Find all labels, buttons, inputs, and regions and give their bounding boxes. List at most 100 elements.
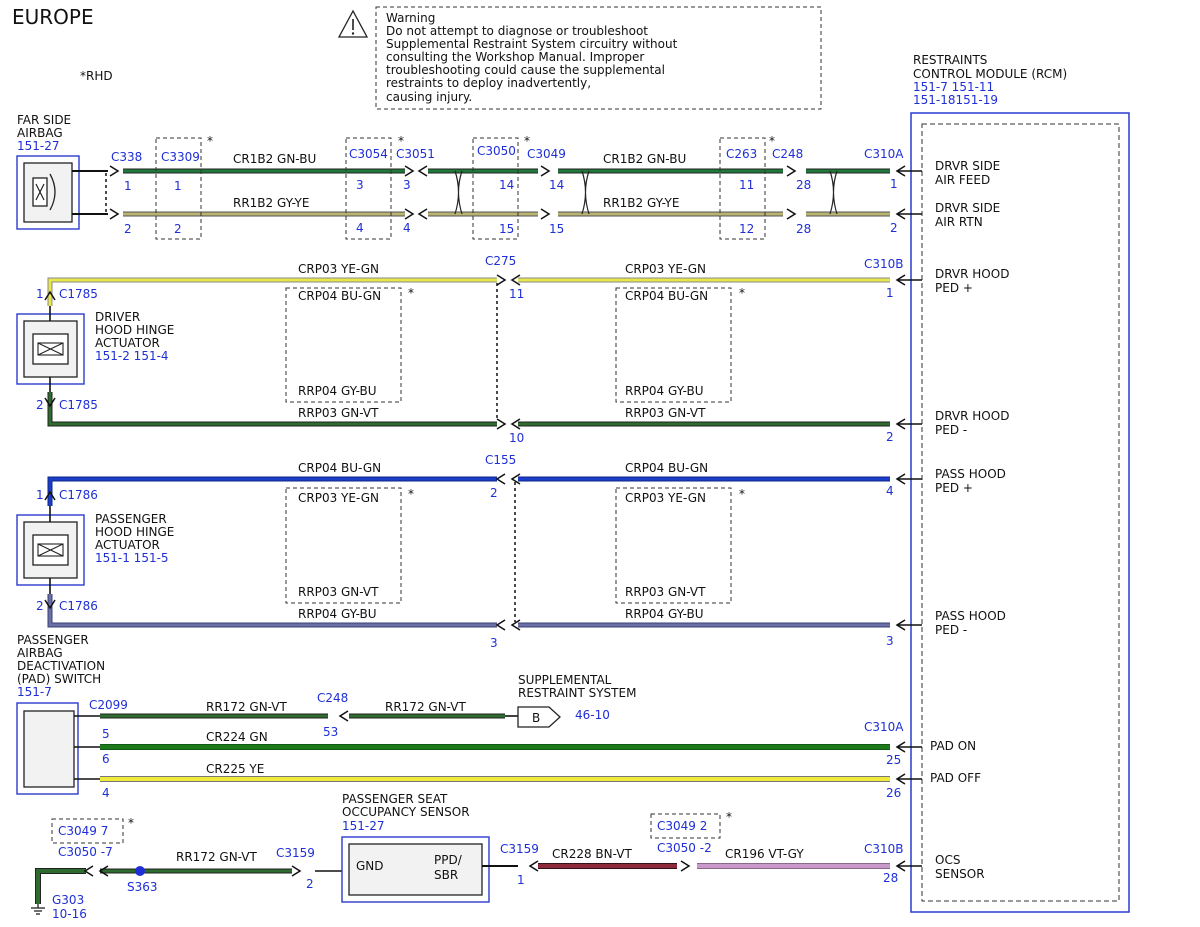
- wire-rrp04-passenger: [47, 594, 890, 628]
- svg-text:4: 4: [403, 221, 411, 235]
- wire-label: RR172 GN-VT: [176, 850, 258, 864]
- pin-number: 28: [883, 871, 898, 885]
- svg-text:2: 2: [174, 222, 182, 236]
- svg-text:1: 1: [174, 179, 182, 193]
- pin-number: 3: [886, 634, 894, 648]
- splice-label: S363: [127, 880, 158, 894]
- svg-text:14: 14: [499, 178, 514, 192]
- rcm-pin-label: PED +: [935, 481, 973, 495]
- wire-label: RRP04 GY-BU: [625, 384, 704, 398]
- wire-label: CR224 GN: [206, 730, 268, 744]
- connector-label: C248: [317, 691, 348, 705]
- wire-label: RRP03 GN-VT: [298, 585, 379, 599]
- pad-switch-icon: [16, 702, 100, 795]
- connector-label: C1786: [59, 599, 98, 613]
- region-title: EUROPE: [12, 5, 94, 29]
- dashed-splice-boxes-passenger: [285, 487, 732, 604]
- connector-label: C3050: [477, 144, 516, 158]
- rcm-pin-label: PASS HOOD: [935, 467, 1006, 481]
- svg-text:12: 12: [739, 222, 754, 236]
- srs-ref: 46-10: [575, 708, 610, 722]
- rcm-pin-label: DRVR HOOD: [935, 267, 1009, 281]
- connector-label: C1785: [59, 398, 98, 412]
- warning-icon: [337, 9, 369, 38]
- ground-label: G303: [52, 893, 84, 907]
- pin-numbers-row1: 1 1 3 3 14 14 11 28 1 2 2 4 4 15 15 12 2…: [124, 177, 898, 236]
- connector-label: C310B: [864, 257, 904, 271]
- pin-number: 53: [323, 725, 338, 739]
- connector-label: C3050 -2: [657, 841, 712, 855]
- passenger-actuator-label: ACTUATOR: [95, 538, 160, 552]
- svg-text:11: 11: [739, 178, 754, 192]
- c155-arrows: [44, 473, 521, 631]
- rcm-pin-label: SENSOR: [935, 867, 985, 881]
- connector-label: C155: [485, 453, 516, 467]
- wire-label: RRP04 GY-BU: [625, 607, 704, 621]
- pin-number: 2: [886, 430, 894, 444]
- connector-label: C310A: [864, 147, 904, 161]
- connector-label: C263: [726, 147, 757, 161]
- wire-label: RRP04 GY-BU: [298, 384, 377, 398]
- svg-text:28: 28: [796, 178, 811, 192]
- pin-number: 26: [886, 786, 901, 800]
- driver-actuator-ref: 151-2 151-4: [95, 349, 169, 363]
- pin-number: 5: [102, 727, 110, 741]
- svg-text:*: *: [207, 134, 213, 148]
- rcm-ref: 151-18151-19: [913, 93, 998, 107]
- svg-text:2: 2: [124, 222, 132, 236]
- warning-line: restraints to deploy inadvertently,: [386, 76, 591, 90]
- actuator-icon: [16, 306, 85, 392]
- ground-ref: 10-16: [52, 907, 87, 921]
- pin-number: 2: [36, 599, 44, 613]
- svg-text:*: *: [128, 816, 134, 830]
- wire-label: RRP04 GY-BU: [298, 607, 377, 621]
- wire-label: RR172 GN-VT: [206, 700, 288, 714]
- connector-label: C310B: [864, 842, 904, 856]
- svg-text:2: 2: [890, 221, 898, 235]
- rhd-note: *RHD: [80, 69, 113, 83]
- pin-number: 1: [517, 873, 525, 887]
- svg-text:14: 14: [549, 178, 564, 192]
- c248-arrows: [338, 710, 349, 722]
- pad-switch-label: PASSENGER: [17, 633, 89, 647]
- srs-label: SUPPLEMENTAL: [518, 673, 612, 687]
- rcm-pin-label: DRVR SIDE: [935, 201, 1000, 215]
- wire-label: CRP04 BU-GN: [298, 289, 381, 303]
- far-side-airbag-ref: 151-27: [17, 139, 60, 153]
- occupancy-sensor-ref: 151-27: [342, 819, 385, 833]
- pin-number: 4: [102, 786, 110, 800]
- wire-label: RR172 GN-VT: [385, 700, 467, 714]
- asterisk-marks: * * * * * * * * * *: [128, 134, 775, 830]
- svg-text:15: 15: [499, 222, 514, 236]
- connector-label: C3054: [349, 147, 388, 161]
- rcm-pin-arrows: [895, 165, 922, 872]
- srs-reference-icon: [517, 706, 561, 728]
- connector-label: C3049 7: [58, 824, 108, 838]
- connector-label: C3051: [396, 147, 435, 161]
- pin-number: 1: [886, 286, 894, 300]
- connector-label: C2099: [89, 698, 128, 712]
- rcm-pin-label: PAD ON: [930, 739, 976, 753]
- rcm-ref: 151-7 151-11: [913, 80, 994, 94]
- pin-number: 3: [490, 636, 498, 650]
- connector-label: C248: [772, 147, 803, 161]
- passenger-actuator-label: HOOD HINGE: [95, 525, 174, 539]
- wire-label: CRP04 BU-GN: [625, 461, 708, 475]
- svg-text:*: *: [739, 487, 745, 501]
- svg-text:15: 15: [549, 222, 564, 236]
- connector-label: C3309: [161, 150, 200, 164]
- rcm-pin-label: PED +: [935, 281, 973, 295]
- wire-crp04-passenger: [47, 476, 890, 506]
- occupancy-sensor-label: OCCUPANCY SENSOR: [342, 805, 470, 819]
- wire-label: CR1B2 GN-BU: [233, 152, 316, 166]
- wire-label: RRP03 GN-VT: [298, 406, 379, 420]
- svg-text:1: 1: [890, 177, 898, 191]
- rcm-inner-box: [921, 123, 1120, 902]
- wire-label: CRP03 YE-GN: [298, 491, 379, 505]
- rcm-pin-label: DRVR SIDE: [935, 159, 1000, 173]
- svg-text:*: *: [739, 286, 745, 300]
- driver-actuator-label: ACTUATOR: [95, 336, 160, 350]
- svg-text:*: *: [408, 487, 414, 501]
- occupancy-sensor-icon: [341, 836, 518, 903]
